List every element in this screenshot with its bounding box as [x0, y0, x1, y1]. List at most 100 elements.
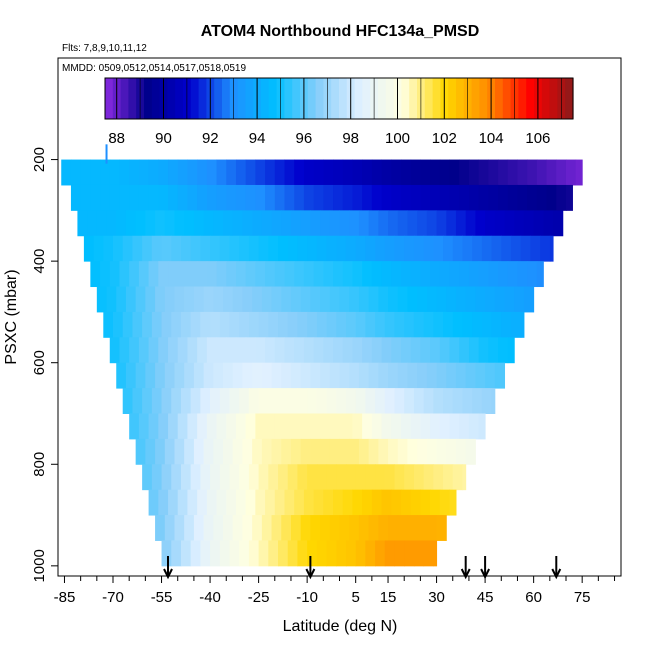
colorbar-tick-label: 94	[249, 130, 266, 147]
heatmap-cell	[155, 210, 166, 237]
heatmap-cell	[326, 311, 337, 338]
heatmap-cell	[462, 311, 473, 338]
heatmap-cell	[404, 540, 415, 567]
chart-title: ATOM4 Northbound HFC134a_PMSD	[201, 23, 480, 40]
heatmap-cell	[520, 235, 531, 262]
heatmap-cell	[177, 184, 188, 211]
heatmap-cell	[210, 311, 221, 338]
heatmap-cell	[455, 438, 467, 465]
heatmap-cell	[465, 210, 476, 237]
heatmap-cell	[129, 184, 140, 211]
heatmap-cell	[187, 184, 198, 211]
heatmap-cell	[210, 464, 221, 491]
heatmap-cell	[135, 286, 146, 313]
heatmap-cell	[349, 438, 360, 465]
heatmap-cell	[148, 489, 159, 516]
heatmap-cell	[242, 286, 253, 313]
heatmap-cell	[381, 261, 392, 288]
heatmap-cell	[290, 210, 302, 237]
heatmap-cell	[284, 261, 295, 288]
heatmap-cell	[235, 159, 247, 186]
heatmap-cell	[261, 515, 273, 541]
x-tick-label: -85	[54, 589, 76, 606]
heatmap-cell	[349, 362, 360, 389]
heatmap-cell	[342, 337, 353, 364]
heatmap-cell	[430, 261, 441, 288]
colorbar-segment	[448, 78, 457, 119]
heatmap-cell	[400, 489, 412, 516]
heatmap-cell	[443, 235, 454, 262]
heatmap-cell	[255, 413, 266, 440]
heatmap-cell	[378, 438, 389, 465]
heatmap-cell	[326, 464, 337, 491]
heatmap-cell	[200, 540, 211, 567]
heatmap-cell	[355, 540, 366, 567]
heatmap-cell	[274, 261, 285, 288]
colorbar-tick-label: 88	[108, 130, 125, 147]
heatmap-cell	[119, 337, 130, 364]
colorbar-segment	[331, 78, 340, 119]
heatmap-cell	[155, 438, 166, 465]
heatmap-cell	[391, 261, 402, 288]
heatmap-cell	[255, 489, 266, 516]
heatmap-cell	[216, 489, 227, 516]
heatmap-cell	[381, 489, 392, 516]
y-tick-label: 600	[31, 350, 48, 375]
heatmap-cell	[87, 210, 98, 237]
heatmap-cell	[278, 311, 289, 338]
heatmap-cell	[180, 311, 192, 338]
heatmap-cell	[352, 337, 363, 364]
heatmap-cell	[226, 184, 237, 211]
x-tick-label: -10	[296, 589, 318, 606]
heatmap-cell	[375, 540, 386, 567]
heatmap-cell	[459, 413, 470, 440]
heatmap-cell	[485, 286, 496, 313]
heatmap-cell	[138, 184, 150, 211]
heatmap-cell	[439, 261, 451, 288]
heatmap-cell	[216, 261, 227, 288]
profile-arrow-head	[551, 568, 562, 580]
heatmap-cell	[129, 337, 140, 364]
heatmap-cell	[142, 464, 153, 491]
heatmap-cell	[459, 184, 470, 211]
heatmap-cell	[268, 540, 279, 567]
heatmap-cell	[355, 388, 366, 414]
heatmap-cell	[174, 210, 185, 237]
heatmap-cell	[501, 311, 512, 338]
heatmap-cell	[177, 489, 188, 516]
heatmap-cell	[404, 311, 415, 338]
heatmap-cell	[400, 159, 412, 186]
heatmap-cell	[245, 184, 256, 211]
heatmap-cell	[148, 261, 159, 288]
heatmap-cell	[271, 286, 282, 313]
heatmap-cell	[171, 464, 182, 491]
heatmap-cell	[307, 540, 318, 567]
heatmap-cell	[223, 438, 234, 465]
heatmap-cell	[287, 311, 298, 338]
heatmap-cell	[213, 210, 224, 237]
heatmap-cell	[362, 413, 373, 440]
heatmap-cell	[235, 489, 247, 516]
heatmap-cell	[485, 210, 496, 237]
heatmap-cell	[284, 184, 295, 211]
colorbar-segment	[518, 78, 527, 119]
heatmap-cell	[436, 286, 447, 313]
heatmap-cell	[210, 540, 221, 567]
heatmap-cell	[320, 515, 331, 541]
heatmap-cell	[135, 438, 146, 465]
heatmap-cell	[478, 413, 486, 440]
heatmap-cell	[242, 362, 253, 389]
heatmap-cell	[368, 362, 379, 389]
heatmap-cell	[307, 311, 318, 338]
heatmap-cell	[433, 464, 444, 491]
heatmap-cell	[184, 515, 195, 541]
heatmap-cell	[365, 388, 376, 414]
heatmap-cell	[310, 210, 321, 237]
heatmap-cell	[536, 184, 548, 211]
colorbar-segment	[261, 78, 270, 119]
heatmap-cell	[265, 159, 276, 186]
heatmap-cell	[462, 388, 473, 414]
heatmap-cell	[358, 286, 370, 313]
colorbar-segment	[502, 78, 512, 119]
heatmap-cell	[362, 261, 373, 288]
